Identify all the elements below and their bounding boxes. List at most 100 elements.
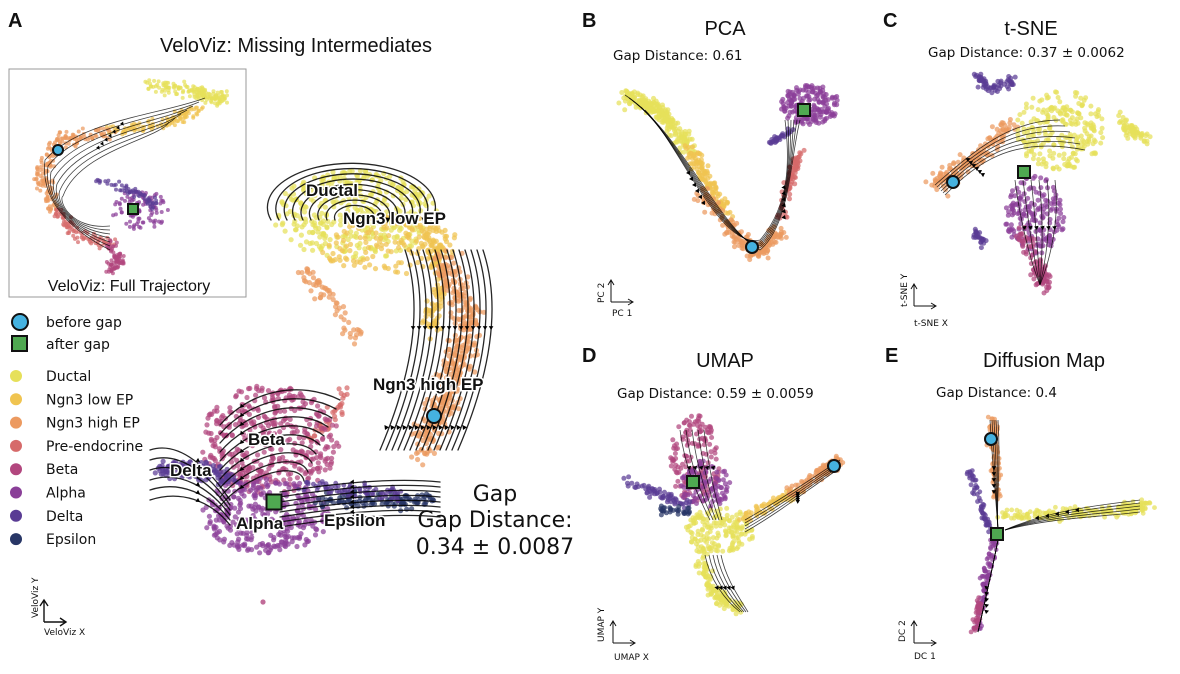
- cell-point: [1012, 74, 1018, 80]
- cell-point: [713, 456, 719, 462]
- cell-point: [322, 204, 328, 210]
- cell-point: [329, 422, 336, 428]
- cell-point: [332, 417, 338, 423]
- cell-point: [1020, 240, 1026, 246]
- cell-point: [1047, 216, 1053, 222]
- cell-point: [353, 234, 359, 240]
- cell-point: [403, 270, 410, 277]
- cell-point: [311, 433, 317, 439]
- cell-point: [711, 190, 717, 196]
- cell-point: [431, 450, 437, 456]
- cell-point: [670, 117, 676, 123]
- cell-point: [129, 189, 134, 194]
- cell-point: [141, 193, 146, 198]
- cell-point: [338, 217, 344, 223]
- cell-point: [312, 500, 318, 506]
- cell-point: [1040, 232, 1046, 238]
- cell-point: [330, 169, 336, 175]
- cell-point: [714, 469, 720, 475]
- cell-point: [1045, 114, 1051, 120]
- cell-point: [345, 215, 351, 221]
- cell-point: [1069, 121, 1075, 127]
- cell-point: [333, 240, 339, 246]
- cell-point: [1023, 105, 1029, 111]
- cell-point: [787, 196, 792, 202]
- cell-point: [662, 116, 668, 122]
- cell-point: [812, 113, 818, 119]
- cell-point: [260, 599, 266, 605]
- cell-point: [1054, 89, 1060, 95]
- cell-point: [53, 140, 57, 145]
- cell-point: [261, 449, 267, 455]
- cell-point: [329, 221, 335, 228]
- cell-point: [159, 210, 164, 214]
- cell-point: [1041, 192, 1047, 198]
- cell-point: [39, 155, 44, 160]
- cell-point: [341, 317, 347, 323]
- cell-point: [695, 443, 701, 449]
- cell-point: [1135, 132, 1141, 138]
- cell-point: [81, 236, 86, 241]
- cell-point: [342, 310, 348, 316]
- cell-point: [1055, 95, 1061, 100]
- cell-point: [1067, 132, 1073, 137]
- cell-point: [444, 360, 450, 367]
- cell-point: [435, 245, 441, 252]
- cell-point: [301, 246, 307, 253]
- cell-point: [957, 152, 963, 158]
- cell-point: [211, 466, 217, 473]
- cell-point: [56, 133, 61, 138]
- cell-point: [1063, 112, 1069, 118]
- cell-point: [216, 100, 221, 105]
- cell-point: [707, 424, 713, 430]
- cell-point: [384, 202, 390, 208]
- cell-point: [191, 115, 196, 120]
- cell-point: [682, 143, 688, 149]
- cell-point: [473, 321, 480, 327]
- cell-point: [465, 274, 471, 280]
- cell-point: [451, 351, 458, 357]
- cell-point: [38, 168, 43, 173]
- cell-point: [375, 220, 381, 226]
- cell-point: [265, 482, 271, 488]
- cell-point: [394, 221, 400, 227]
- cell-point: [322, 426, 328, 432]
- cell-point: [413, 238, 419, 244]
- cell-point: [114, 187, 118, 192]
- cell-point: [154, 201, 159, 206]
- cell-point: [198, 86, 203, 91]
- cell-point: [668, 133, 674, 139]
- cell-point: [397, 227, 403, 233]
- cell-point: [373, 235, 379, 241]
- cell-point: [705, 163, 711, 169]
- cell-point: [442, 227, 448, 233]
- cell-point: [279, 200, 285, 206]
- cell-point: [382, 221, 388, 227]
- cell-point: [1118, 118, 1124, 124]
- cell-point: [350, 258, 357, 264]
- cell-point: [421, 229, 427, 235]
- cell-point: [124, 221, 129, 226]
- cell-point: [357, 235, 363, 241]
- cell-point: [72, 228, 77, 233]
- cell-point: [1024, 153, 1029, 159]
- cell-point: [641, 97, 647, 103]
- cell-point: [404, 188, 410, 195]
- cell-point: [308, 288, 314, 294]
- cell-point: [80, 126, 85, 131]
- cell-point: [141, 220, 146, 225]
- cell-point: [684, 427, 690, 433]
- cell-point: [973, 235, 979, 240]
- cell-point: [804, 83, 810, 89]
- cell-point: [304, 539, 310, 545]
- cell-point: [980, 77, 986, 83]
- cell-point: [248, 537, 254, 543]
- cell-point: [312, 532, 319, 538]
- cell-point: [390, 213, 396, 219]
- cell-point: [1054, 164, 1060, 170]
- cell-point: [745, 232, 751, 237]
- cell-point: [288, 237, 294, 243]
- cell-point: [985, 136, 991, 142]
- cell-point: [384, 209, 390, 215]
- cell-point: [662, 107, 668, 113]
